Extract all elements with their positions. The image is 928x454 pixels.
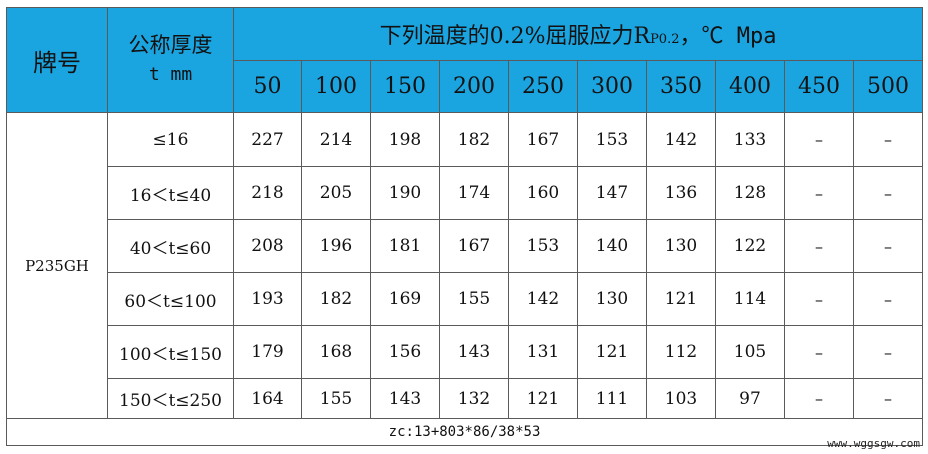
value-cell: 174 xyxy=(439,166,509,220)
thickness-range: 40＜t≤60 xyxy=(107,219,234,273)
thickness-header: 公称厚度 t mm xyxy=(107,7,234,113)
value-cell: – xyxy=(784,166,854,220)
value-cell: – xyxy=(852,166,924,220)
value-cell: 155 xyxy=(439,272,509,326)
value-cell: 193 xyxy=(233,272,302,326)
value-cell: 156 xyxy=(370,325,440,379)
temperature-300: 300 xyxy=(577,60,647,113)
value-cell: – xyxy=(784,378,854,419)
value-cell: – xyxy=(852,325,924,379)
footer-note: zc:13+803*86/38*53 xyxy=(5,418,924,446)
table-row: P235GH ≤16 227 214 198 182 167 153 142 1… xyxy=(6,112,924,419)
temperature-title-sub: P0.2 xyxy=(650,32,680,47)
value-cell: 121 xyxy=(508,378,578,419)
table-row: 60＜t≤100 193 182 169 155 142 130 121 114… xyxy=(7,272,924,326)
temperature-250: 250 xyxy=(508,60,578,113)
value-cell: 130 xyxy=(577,272,647,326)
temperature-50: 50 xyxy=(233,60,302,113)
value-cell: 140 xyxy=(577,219,647,273)
value-cell: 167 xyxy=(439,219,509,273)
thickness-range: 16＜t≤40 xyxy=(107,166,234,220)
value-cell: 205 xyxy=(301,166,371,220)
value-cell: 112 xyxy=(646,325,716,379)
value-cell: 190 xyxy=(370,166,440,220)
temperature-450: 450 xyxy=(784,60,854,113)
value-cell: 160 xyxy=(508,166,578,220)
value-cell: 182 xyxy=(301,272,371,326)
value-cell: 130 xyxy=(646,219,716,273)
value-cell: 143 xyxy=(439,325,509,379)
value-cell: – xyxy=(784,112,854,167)
value-cell: – xyxy=(784,325,854,379)
value-cell: 168 xyxy=(301,325,371,379)
value-cell: 182 xyxy=(439,112,509,167)
grade-header: 牌号 xyxy=(6,7,108,113)
value-cell: 103 xyxy=(646,378,716,419)
value-cell: 136 xyxy=(646,166,716,220)
thickness-header-unit: t mm xyxy=(148,64,193,85)
temperature-150: 150 xyxy=(370,60,440,113)
value-cell: 121 xyxy=(577,325,647,379)
value-cell: 218 xyxy=(233,166,302,220)
value-cell: 155 xyxy=(301,378,371,419)
thickness-range: 150＜t≤250 xyxy=(107,378,234,419)
value-cell: 164 xyxy=(233,378,302,419)
value-cell: 143 xyxy=(370,378,440,419)
value-cell: 142 xyxy=(508,272,578,326)
table-row: 16＜t≤40 218 205 190 174 160 147 136 128 … xyxy=(7,166,924,220)
temperature-row: 50 100 150 200 250 300 350 400 450 500 xyxy=(7,60,924,113)
value-cell: 114 xyxy=(715,272,785,326)
temperature-100: 100 xyxy=(301,60,371,113)
value-cell: 122 xyxy=(715,219,785,273)
value-cell: 214 xyxy=(301,112,371,167)
value-cell: 142 xyxy=(646,112,716,167)
table-row: 150＜t≤250 164 155 143 132 121 111 103 97… xyxy=(7,378,924,419)
yield-strength-table: 牌号 公称厚度 t mm 下列温度的0.2%屈服应力RP0.2，℃ Mpa 50… xyxy=(5,7,924,446)
value-cell: 227 xyxy=(233,112,302,167)
thickness-range: 60＜t≤100 xyxy=(107,272,234,326)
value-cell: 153 xyxy=(508,219,578,273)
temperature-title-main: 下列温度的0.2%屈服应力R xyxy=(379,24,651,49)
value-cell: – xyxy=(852,378,924,419)
temperature-200: 200 xyxy=(439,60,509,113)
value-cell: 111 xyxy=(577,378,647,419)
value-cell: – xyxy=(852,112,924,167)
value-cell: 105 xyxy=(715,325,785,379)
value-cell: 196 xyxy=(301,219,371,273)
thickness-range: 100＜t≤150 xyxy=(107,325,234,379)
table-row: 40＜t≤60 208 196 181 167 153 140 130 122 … xyxy=(7,219,924,273)
value-cell: 167 xyxy=(508,112,578,167)
thickness-header-label: 公称厚度 xyxy=(128,33,213,57)
value-cell: – xyxy=(852,272,924,326)
value-cell: 153 xyxy=(577,112,647,167)
value-cell: 208 xyxy=(233,219,302,273)
value-cell: 131 xyxy=(508,325,578,379)
value-cell: 132 xyxy=(439,378,509,419)
value-cell: 97 xyxy=(715,378,785,419)
temperature-title: 下列温度的0.2%屈服应力RP0.2，℃ Mpa xyxy=(232,7,924,61)
value-cell: 147 xyxy=(577,166,647,220)
value-cell: 198 xyxy=(370,112,440,167)
value-cell: 179 xyxy=(233,325,302,379)
value-cell: – xyxy=(784,272,854,326)
yield-strength-table-container: 牌号 公称厚度 t mm 下列温度的0.2%屈服应力RP0.2，℃ Mpa 50… xyxy=(5,7,924,446)
value-cell: 133 xyxy=(715,112,785,167)
table-row: 100＜t≤150 179 168 156 143 131 121 112 10… xyxy=(7,325,924,379)
value-cell: 169 xyxy=(370,272,440,326)
temperature-title-tail: ，℃ Mpa xyxy=(679,24,777,49)
temperature-350: 350 xyxy=(646,60,716,113)
watermark: www.wggsgw.com xyxy=(827,437,920,450)
value-cell: 121 xyxy=(646,272,716,326)
grade-cell: P235GH xyxy=(6,112,108,419)
value-cell: 181 xyxy=(370,219,440,273)
footer-row: zc:13+803*86/38*53 xyxy=(5,418,924,446)
thickness-range: ≤16 xyxy=(107,112,234,167)
temperature-400: 400 xyxy=(715,60,785,113)
temperature-500: 500 xyxy=(852,60,924,113)
value-cell: – xyxy=(784,219,854,273)
value-cell: – xyxy=(852,219,924,273)
value-cell: 128 xyxy=(715,166,785,220)
